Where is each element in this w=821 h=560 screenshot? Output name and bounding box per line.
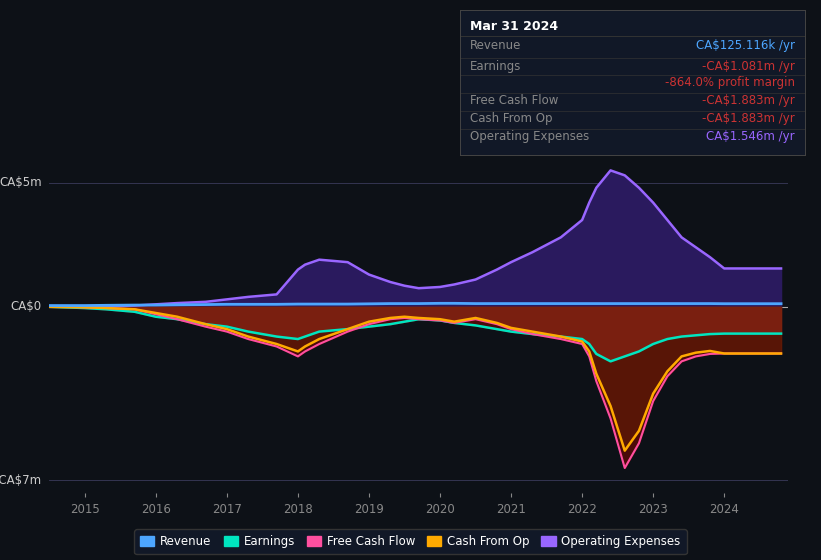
Text: Cash From Op: Cash From Op [470,112,553,125]
Text: -CA$7m: -CA$7m [0,474,42,487]
Text: CA$0: CA$0 [11,300,42,313]
Text: Revenue: Revenue [470,39,521,52]
Text: -CA$1.883m /yr: -CA$1.883m /yr [702,112,795,125]
Legend: Revenue, Earnings, Free Cash Flow, Cash From Op, Operating Expenses: Revenue, Earnings, Free Cash Flow, Cash … [135,529,686,554]
Text: CA$1.546m /yr: CA$1.546m /yr [706,130,795,143]
Text: -864.0% profit margin: -864.0% profit margin [665,76,795,89]
Text: -CA$1.081m /yr: -CA$1.081m /yr [702,60,795,73]
Text: CA$5m: CA$5m [0,176,42,189]
Text: CA$125.116k /yr: CA$125.116k /yr [695,39,795,52]
Text: Mar 31 2024: Mar 31 2024 [470,20,558,33]
Text: Earnings: Earnings [470,60,521,73]
Text: -CA$1.883m /yr: -CA$1.883m /yr [702,94,795,107]
Text: Free Cash Flow: Free Cash Flow [470,94,559,107]
Text: Operating Expenses: Operating Expenses [470,130,589,143]
